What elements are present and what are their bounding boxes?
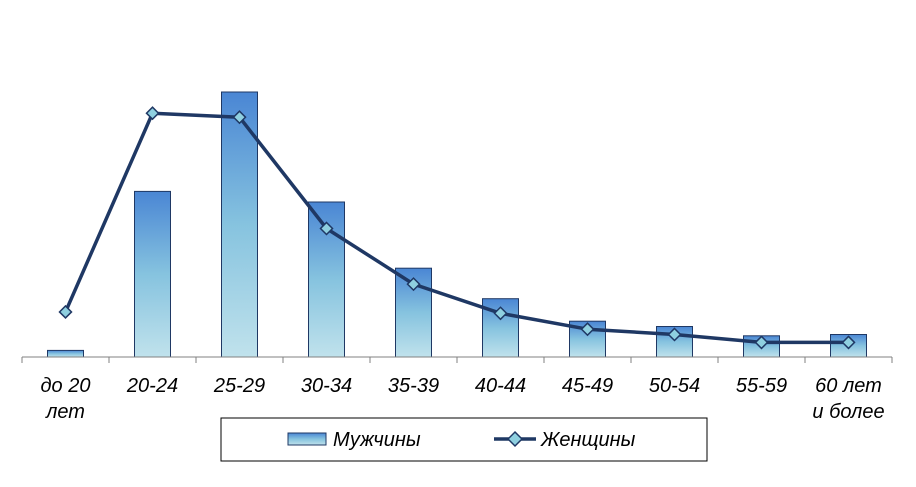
plot-area: до 20 лет 20-24 25-29 30-34 35-39 40-44 45-49 50… (21, 91, 893, 423)
line-women (63, 111, 851, 345)
point-women-6 (580, 322, 595, 337)
point-women-0 (58, 304, 73, 320)
x-tick-label-8: 55-59 (736, 375, 787, 397)
x-tick-label-3: 30-34 (301, 375, 352, 397)
x-tick-label-1: 20-24 (126, 375, 178, 397)
x-tick-label-0: до 20 лет (41, 375, 91, 423)
x-tick-label-9: 60 лет и более (812, 375, 884, 423)
legend: Мужчины Женщины (220, 417, 708, 462)
x-tick-label-4: 35-39 (388, 375, 439, 397)
point-women-4 (406, 277, 421, 292)
point-women-3 (319, 221, 334, 236)
point-women-5 (493, 306, 508, 321)
point-women-1 (145, 106, 160, 121)
x-tick-label-6: 45-49 (562, 375, 613, 397)
bar-men-0 (47, 349, 84, 358)
x-tick-label-7: 50-54 (649, 375, 700, 397)
bar-men-2 (221, 91, 258, 358)
point-women-8 (754, 335, 769, 350)
point-women-2 (232, 110, 247, 125)
bar-men-1 (134, 190, 171, 358)
x-tick-label-2: 25-29 (213, 375, 265, 397)
legend-label-men: Мужчины (333, 429, 421, 451)
legend-swatch-men (287, 432, 327, 446)
legend-marker-women (506, 430, 524, 448)
point-women-9 (841, 335, 856, 350)
legend-label-women: Женщины (540, 429, 636, 451)
x-tick-label-5: 40-44 (475, 375, 526, 397)
point-women-7 (667, 327, 682, 342)
